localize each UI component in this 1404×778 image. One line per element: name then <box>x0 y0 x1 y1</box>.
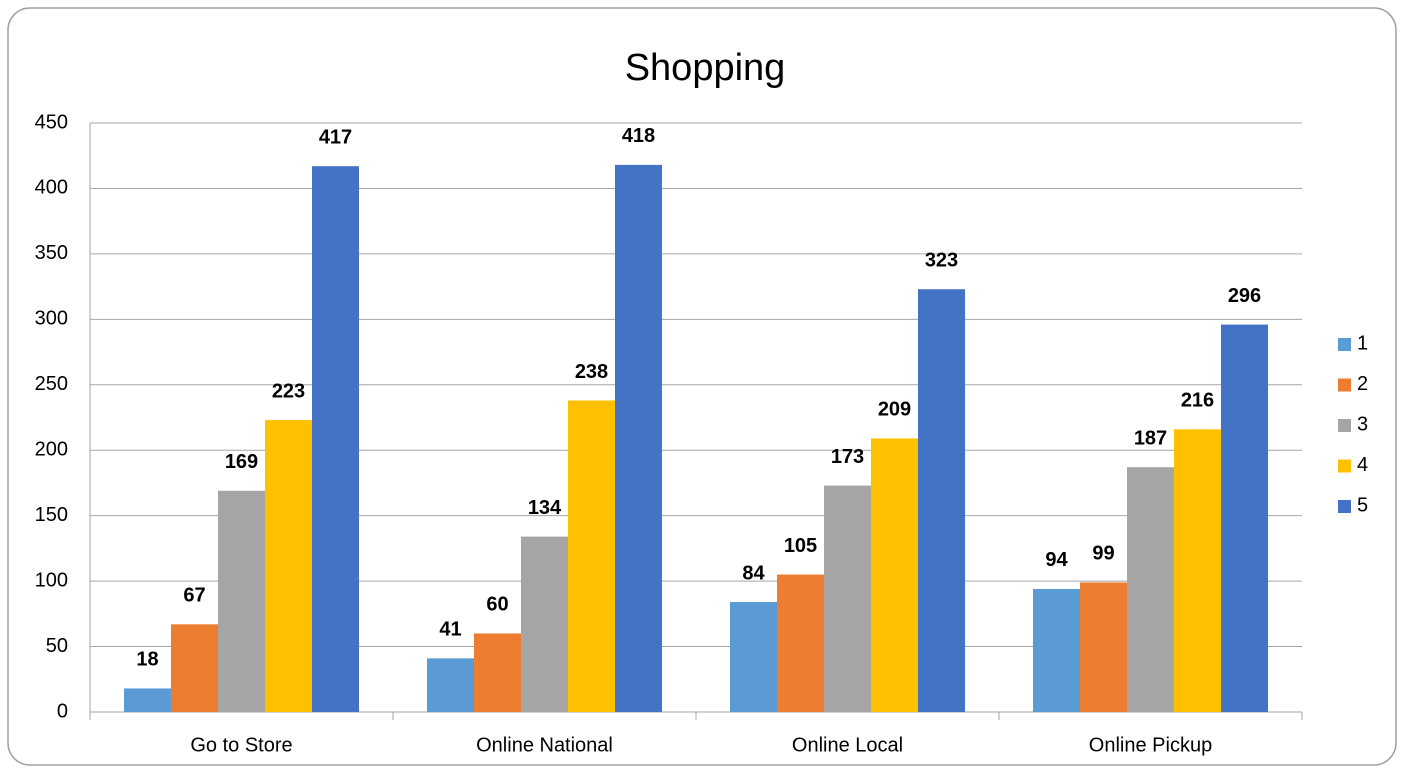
data-label: 209 <box>878 399 911 421</box>
bar <box>730 602 777 712</box>
y-tick-label: 0 <box>57 700 68 722</box>
data-label: 173 <box>831 446 864 468</box>
data-label: 187 <box>1134 428 1167 450</box>
bar <box>124 688 171 712</box>
bar <box>1033 588 1080 712</box>
bar <box>1174 429 1221 712</box>
data-label: 238 <box>575 361 608 383</box>
data-label: 60 <box>486 594 508 616</box>
bar <box>265 420 312 712</box>
x-tick-label: Online Local <box>792 734 903 756</box>
bar <box>427 658 474 712</box>
data-label: 169 <box>225 451 258 473</box>
data-label: 94 <box>1045 549 1068 571</box>
x-tick-label: Online Pickup <box>1089 734 1212 756</box>
x-tick-label: Go to Store <box>190 734 292 756</box>
data-label: 216 <box>1181 390 1214 412</box>
data-label: 323 <box>925 250 958 272</box>
legend-swatch <box>1338 338 1351 351</box>
y-tick-label: 100 <box>35 569 68 591</box>
legend-swatch <box>1338 419 1351 432</box>
y-tick-label: 150 <box>35 504 68 526</box>
legend-label: 4 <box>1357 454 1368 476</box>
bar <box>918 289 965 712</box>
data-label: 223 <box>272 380 305 402</box>
bar <box>824 485 871 712</box>
legend-label: 2 <box>1357 373 1368 395</box>
bar <box>171 624 218 712</box>
legend-label: 3 <box>1357 413 1368 435</box>
y-tick-label: 250 <box>35 373 68 395</box>
y-tick-label: 400 <box>35 177 68 199</box>
y-tick-label: 350 <box>35 242 68 264</box>
data-label: 134 <box>528 497 562 519</box>
chart-title: Shopping <box>625 47 786 89</box>
bar <box>312 166 359 712</box>
y-tick-label: 200 <box>35 439 68 461</box>
data-label: 296 <box>1228 285 1261 307</box>
y-tick-label: 450 <box>35 111 68 133</box>
data-label: 105 <box>784 535 817 557</box>
legend-swatch <box>1338 378 1351 392</box>
x-tick-label: Online National <box>476 734 613 756</box>
y-tick-label: 300 <box>35 308 68 330</box>
data-label: 418 <box>622 125 655 147</box>
legend-label: 5 <box>1357 494 1368 516</box>
legend-swatch <box>1338 500 1351 513</box>
legend-swatch <box>1338 459 1351 473</box>
bar <box>1080 582 1127 712</box>
data-label: 417 <box>319 126 352 148</box>
bar <box>1221 324 1268 712</box>
data-label: 18 <box>136 649 158 671</box>
data-label: 41 <box>439 619 461 641</box>
bar <box>1127 467 1174 712</box>
y-tick-label: 50 <box>46 635 68 657</box>
bar <box>474 633 521 712</box>
bar <box>521 536 568 712</box>
bar <box>568 400 615 712</box>
data-label: 99 <box>1092 543 1114 565</box>
legend-label: 1 <box>1357 332 1368 354</box>
data-label: 84 <box>742 562 765 584</box>
bar <box>615 164 662 712</box>
bar <box>871 438 918 712</box>
bar <box>777 574 824 712</box>
data-label: 67 <box>183 585 205 607</box>
bar <box>218 490 265 712</box>
